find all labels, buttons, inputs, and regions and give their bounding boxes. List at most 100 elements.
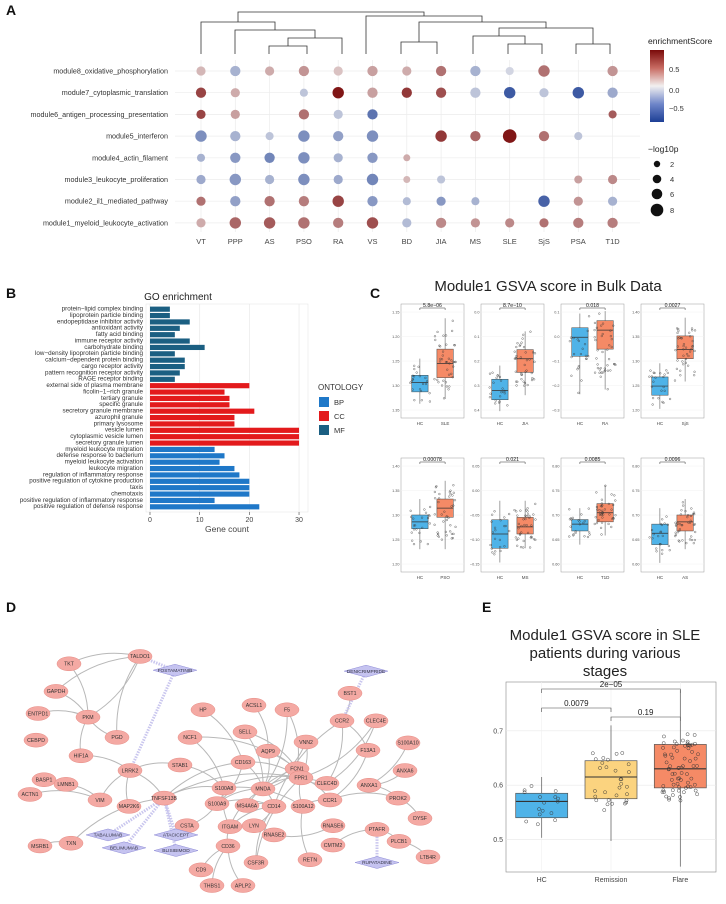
bulk-point: [675, 367, 678, 370]
bulk-y-tick: 0.1: [474, 335, 479, 339]
sle-point: [672, 771, 677, 776]
gene-node: [230, 878, 256, 893]
enrichment-dot: [195, 87, 207, 98]
bulk-point: [448, 495, 451, 498]
gene-node: [117, 763, 143, 778]
column-label: BD: [402, 237, 413, 246]
gene-node-label: TNFSF13B: [151, 796, 177, 802]
bulk-point: [593, 522, 596, 526]
bulk-point: [453, 499, 457, 502]
bulk-point: [599, 504, 602, 508]
bulk-x-tick: HC: [417, 421, 424, 426]
sle-point: [679, 778, 683, 782]
bulk-box: [516, 349, 534, 373]
bulk-point: [682, 363, 685, 366]
bulk-point: [688, 331, 691, 334]
sle-point: [613, 768, 618, 773]
dendro-branch: [400, 41, 438, 54]
bulk-point: [518, 533, 522, 536]
bulk-point: [659, 530, 663, 533]
sle-point: [625, 792, 629, 797]
gene-node-label: PROK2: [389, 796, 407, 802]
bulk-point: [568, 518, 571, 521]
bulk-point: [577, 339, 580, 343]
bulk-point: [593, 336, 596, 339]
bulk-point: [508, 512, 511, 516]
network-edge: [300, 806, 311, 860]
sle-point: [619, 781, 624, 786]
go-term-label: immune receptor activity: [75, 337, 144, 344]
enrichment-dot: [298, 196, 310, 207]
bulk-point: [571, 516, 574, 519]
gene-node-label: CCR2: [335, 719, 349, 725]
sle-p-value: 0.0079: [564, 699, 589, 708]
go-bar: [150, 478, 250, 484]
bulk-point: [577, 391, 580, 394]
bulk-x-tick: T1D: [601, 575, 610, 580]
bulk-point: [411, 388, 414, 391]
bulk-point: [489, 392, 492, 395]
go-bar: [150, 389, 225, 395]
go-term-label: cargo receptor activity: [81, 363, 143, 370]
gene-node-label: MNDA: [255, 787, 271, 793]
bulk-point: [692, 523, 695, 526]
enrichment-dot: [607, 87, 618, 98]
network-edge: [68, 663, 89, 718]
bulk-point: [614, 499, 617, 502]
gene-node-label: THBS1: [204, 883, 221, 889]
gene-node: [23, 732, 49, 748]
enrichment-dot: [229, 173, 241, 186]
bulk-point: [516, 514, 519, 517]
column-label: MS: [470, 237, 481, 246]
go-bar: [150, 319, 190, 325]
sle-point: [594, 798, 599, 803]
bulk-point: [499, 545, 502, 549]
bulk-point: [490, 547, 493, 550]
bulk-point: [533, 360, 536, 363]
gene-node: [364, 822, 390, 837]
bulk-point: [449, 489, 452, 492]
bulk-point: [530, 524, 533, 527]
enrichment-dot: [502, 129, 517, 143]
gene-node-label: CD163: [235, 760, 251, 766]
bulk-point: [424, 511, 428, 514]
bulk-point: [684, 346, 688, 349]
bulk-point: [451, 376, 454, 379]
bulk-point: [450, 372, 453, 375]
gene-node-label: RNASE2: [264, 833, 285, 839]
x-tick-label: 30: [295, 517, 303, 524]
gene-node-label: CSF3R: [247, 860, 264, 866]
gene-node: [329, 713, 355, 729]
bulk-point: [415, 528, 418, 531]
bulk-point: [412, 543, 416, 546]
bulk-point: [520, 341, 523, 344]
bulk-y-tick: 0.75: [552, 489, 559, 493]
enrichment-dot: [470, 130, 481, 142]
bulk-point: [433, 513, 436, 516]
sle-x-tick: Remission: [595, 877, 628, 884]
bulk-point: [661, 552, 664, 555]
gene-node: [395, 735, 421, 751]
bulk-point: [663, 389, 666, 392]
gene-node: [250, 781, 276, 797]
gene-node: [261, 827, 287, 843]
bulk-point: [413, 364, 416, 367]
gene-node: [290, 799, 316, 814]
sle-point: [672, 745, 676, 750]
bulk-point: [574, 530, 577, 533]
bulk-point: [678, 528, 681, 531]
enrichment-dot: [435, 217, 447, 229]
network-edge: [255, 777, 302, 863]
enrichment-dot: [299, 88, 308, 97]
bulk-point: [579, 352, 583, 356]
enrichment-dot: [403, 176, 411, 183]
column-label: JIA: [436, 237, 447, 246]
bulk-point: [610, 525, 613, 529]
sle-point: [601, 756, 606, 760]
gene-node-label: NCF1: [183, 735, 197, 741]
bulk-point: [678, 336, 681, 339]
gene-node: [215, 838, 241, 854]
sle-point: [624, 798, 629, 803]
bulk-point: [529, 546, 532, 549]
bulk-point: [657, 397, 660, 400]
